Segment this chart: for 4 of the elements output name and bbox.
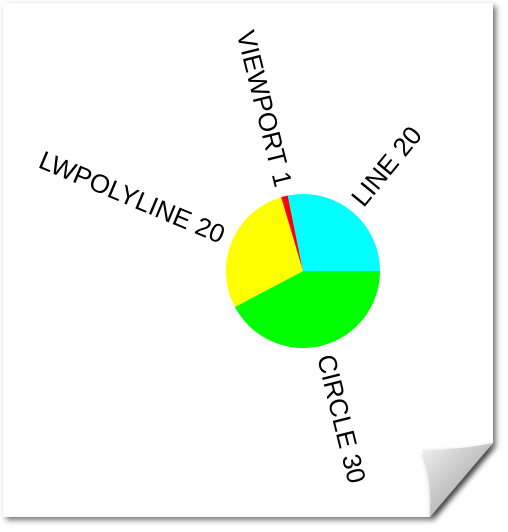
data-label: 30 — [336, 450, 372, 486]
data-label: 1 — [266, 168, 298, 190]
data-label: 20 — [191, 210, 230, 250]
slice-label: CIRCLE — [311, 351, 364, 452]
